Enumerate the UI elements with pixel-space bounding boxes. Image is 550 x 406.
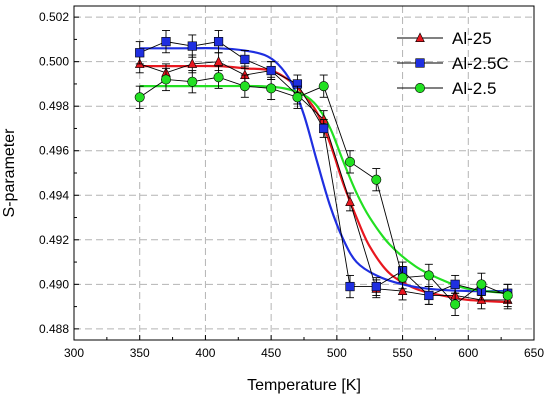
y-tick-label: 0.492 (39, 233, 69, 247)
data-point-al-2-5c (319, 123, 329, 134)
data-point-al-25 (397, 285, 408, 296)
data-point-al-2-5c (450, 279, 460, 289)
y-tick-label: 0.496 (39, 144, 69, 158)
y-tick-label: 0.500 (39, 55, 69, 69)
x-tick-label: 650 (524, 346, 544, 360)
data-point-al-25 (345, 196, 355, 206)
axes: 300 350 400 450 500 550 600 650 0.488 0.490 0.492 0… (39, 5, 544, 360)
y-tick-label: 0.502 (39, 10, 69, 24)
data-point-al-2-5 (266, 83, 277, 94)
series-al-2-5 (134, 65, 513, 316)
data-point-al-25 (213, 56, 224, 66)
data-point-al-2-5c (135, 48, 145, 58)
fit-curve-al-25 (139, 64, 508, 304)
y-tick-label: 0.494 (39, 188, 69, 202)
data-point-al-2-5c (213, 37, 224, 47)
legend-label-al-2-5c: Al-2.5C (452, 54, 509, 73)
data-point-al-2-5 (239, 81, 250, 92)
data-point-al-2-5c (266, 65, 276, 76)
data-point-al-2-5 (476, 279, 487, 290)
fit-curve-al-2-5c (139, 47, 508, 293)
y-axis-title: S-parameter (1, 128, 18, 218)
data-point-al-25 (187, 58, 198, 68)
x-tick-label: 450 (261, 346, 281, 360)
data-point-al-2-5c (371, 281, 381, 292)
data-series (134, 30, 513, 316)
data-point-al-2-5 (134, 92, 145, 103)
data-point-al-2-5c (161, 37, 171, 47)
data-point-al-2-5 (344, 156, 355, 167)
data-point-al-2-5 (213, 72, 224, 83)
y-tick-label: 0.488 (39, 322, 69, 336)
y-tick-label: 0.498 (39, 99, 69, 113)
x-axis-title: Temperature [K] (247, 377, 361, 394)
legend-label-al-25: Al-25 (452, 29, 492, 48)
data-point-al-2-5 (371, 174, 382, 185)
x-tick-label: 550 (393, 346, 413, 360)
x-tick-label: 600 (458, 346, 478, 360)
data-point-al-2-5 (161, 74, 172, 85)
data-point-al-2-5c (187, 41, 197, 51)
data-point-al-2-5 (187, 76, 198, 87)
legend: Al-25 Al-2.5C Al-2.5 (397, 29, 509, 98)
legend-marker-al-2-5 (414, 83, 425, 94)
data-point-al-2-5c (424, 290, 434, 301)
data-point-al-2-5c (240, 54, 250, 65)
data-point-al-2-5 (423, 270, 434, 281)
legend-marker-al-2-5c (415, 58, 425, 68)
x-tick-label: 300 (64, 346, 84, 360)
data-point-al-2-5 (450, 299, 461, 310)
data-point-al-2-5 (318, 81, 329, 92)
data-point-al-2-5 (292, 92, 303, 103)
x-tick-label: 350 (130, 346, 150, 360)
fit-curve-al-2-5 (139, 84, 508, 295)
fit-curves (139, 47, 508, 304)
data-point-al-2-5c (345, 281, 355, 292)
legend-label-al-2-5: Al-2.5 (452, 79, 496, 98)
data-point-al-2-5 (397, 272, 408, 283)
y-tick-label: 0.490 (39, 277, 69, 291)
legend-marker-al-25 (415, 32, 425, 43)
data-point-al-2-5 (502, 290, 513, 301)
x-tick-label: 400 (195, 346, 215, 360)
x-tick-label: 500 (327, 346, 347, 360)
